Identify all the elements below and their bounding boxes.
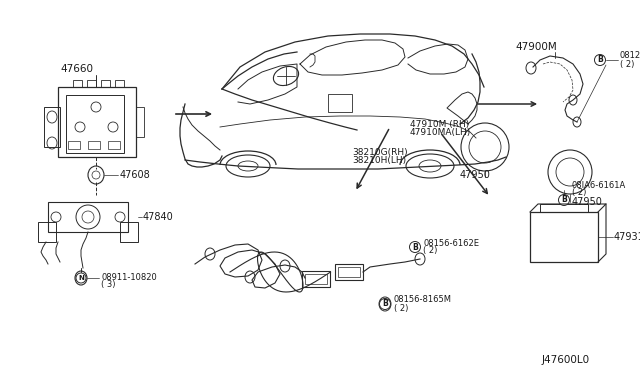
- Bar: [68, 141, 80, 149]
- Circle shape: [76, 273, 86, 283]
- Text: ( 2): ( 2): [572, 189, 586, 198]
- Bar: [335, 264, 363, 280]
- Bar: [108, 141, 120, 149]
- Bar: [540, 204, 588, 212]
- Bar: [530, 212, 598, 262]
- Bar: [58, 87, 136, 157]
- Text: 47950: 47950: [572, 197, 603, 207]
- Text: 47608: 47608: [120, 170, 151, 180]
- Text: 47950: 47950: [460, 170, 491, 180]
- Bar: [88, 141, 100, 149]
- Bar: [328, 94, 352, 112]
- Bar: [38, 222, 56, 242]
- Circle shape: [595, 55, 605, 65]
- Text: 08156-6162E: 08156-6162E: [423, 238, 479, 247]
- Text: B: B: [597, 55, 603, 64]
- Circle shape: [380, 298, 390, 310]
- Text: J47600L0: J47600L0: [542, 355, 590, 365]
- Bar: [115, 80, 124, 87]
- Bar: [136, 107, 144, 137]
- Bar: [101, 80, 110, 87]
- Bar: [87, 80, 96, 87]
- Text: ( 3): ( 3): [101, 280, 115, 289]
- Bar: [66, 95, 124, 153]
- Bar: [302, 271, 330, 287]
- Circle shape: [410, 241, 420, 253]
- Text: 47900M: 47900M: [515, 42, 557, 52]
- Text: 47840: 47840: [143, 212, 173, 222]
- Bar: [120, 222, 138, 242]
- Text: 47910MA(LH): 47910MA(LH): [410, 128, 471, 137]
- Text: ( 2): ( 2): [423, 247, 437, 256]
- Bar: [73, 80, 82, 87]
- Text: 38210H(LH): 38210H(LH): [352, 155, 406, 164]
- Text: B: B: [412, 243, 418, 251]
- Text: B: B: [382, 299, 388, 308]
- Text: ( 2): ( 2): [394, 304, 408, 312]
- Text: 47660: 47660: [60, 64, 93, 74]
- Text: 08IA6-6161A: 08IA6-6161A: [572, 182, 627, 190]
- Circle shape: [559, 195, 570, 205]
- Text: 08120-8162E: 08120-8162E: [620, 51, 640, 61]
- Text: 08911-10820: 08911-10820: [101, 273, 157, 282]
- Bar: [338, 267, 360, 277]
- Text: 47931M: 47931M: [614, 232, 640, 242]
- Text: ( 2): ( 2): [620, 60, 634, 68]
- Bar: [48, 202, 128, 232]
- Text: 38210G(RH): 38210G(RH): [352, 148, 408, 157]
- Text: N: N: [78, 275, 84, 281]
- Text: 47910M (RH): 47910M (RH): [410, 119, 469, 128]
- Text: B: B: [561, 196, 567, 205]
- Text: 08156-8165M: 08156-8165M: [394, 295, 452, 305]
- Bar: [305, 274, 327, 284]
- Bar: [44, 107, 60, 147]
